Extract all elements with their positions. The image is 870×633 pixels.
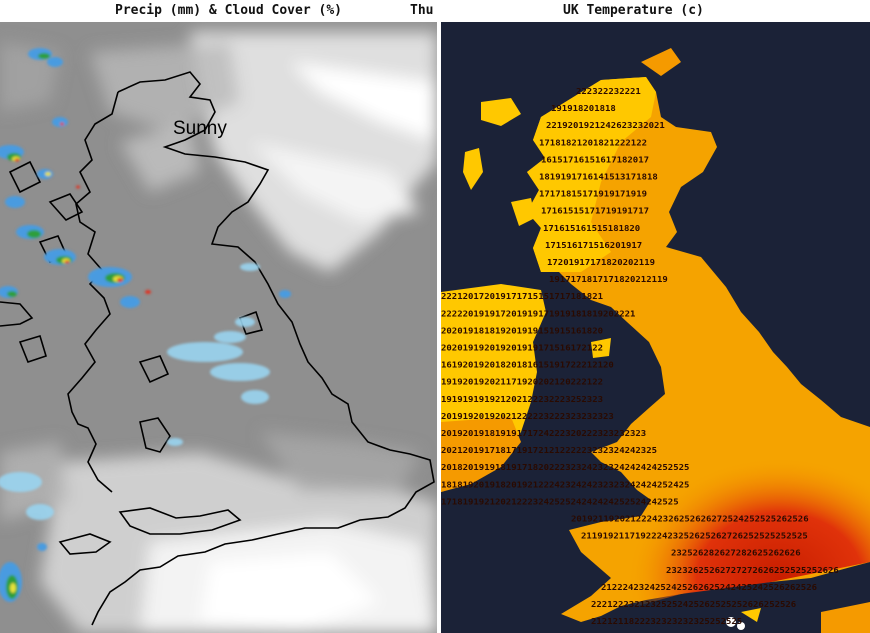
temperature-row: 171516171516201917 xyxy=(545,241,642,250)
temperature-row: 202019181819201919151915161820 xyxy=(441,326,603,335)
temperature-row: 202019192019201919171516172122 xyxy=(441,344,603,353)
precip-cloud-title: Precip (mm) & Cloud Cover (%) xyxy=(115,3,342,18)
temperature-row: 2019211920212224232625262627252425252526… xyxy=(571,515,809,524)
temperature-row: 191920192021171920202120222122 xyxy=(441,378,603,387)
coastline xyxy=(0,71,435,626)
temperature-row: 1718191921202122232425252424242425252424… xyxy=(441,497,679,506)
map-header: Precip (mm) & Cloud Cover (%) Thu UK Tem… xyxy=(0,0,870,22)
temperature-row: 232526282627282625262626 xyxy=(671,549,801,558)
temperature-row: 17181821201821222122 xyxy=(539,138,647,147)
temperature-row: 2021201917181719172121222223232324242325 xyxy=(441,446,657,455)
land-temperature xyxy=(441,48,870,633)
temperature-grid: 222322232221 191918201818 2219201921242623… xyxy=(441,87,839,626)
temperature-row: 191919191921202122232223252323 xyxy=(441,395,603,404)
temperature-row: 222220191917201919171919181819202221 xyxy=(441,309,636,318)
precip-layer xyxy=(0,48,291,602)
temperature-row: 1917171817171820212119 xyxy=(549,275,668,284)
temperature-row: 20191920192021222223222323232323 xyxy=(441,412,614,421)
temperature-row: 191918201818 xyxy=(551,104,616,113)
temperature-row: 1818192019182019212224232424232323242424… xyxy=(441,480,690,489)
temperature-row: 16192019201820181615191722212120 xyxy=(441,361,614,370)
temperature-row: 16151716151617182017 xyxy=(541,155,649,164)
precip-cloud-map: Sunny xyxy=(0,22,437,633)
temperature-title: UK Temperature (c) xyxy=(563,3,704,18)
precip-cloud-canvas xyxy=(0,22,437,633)
temperature-map: 222322232221 191918201818 2219201921242623… xyxy=(441,22,870,633)
sunny-label: Sunny xyxy=(173,118,227,139)
forecast-day: Thu xyxy=(410,3,434,18)
panel-divider xyxy=(437,22,441,633)
temperature-row: 222322232221 xyxy=(576,87,641,96)
temperature-row: 17171815171919171919 xyxy=(539,190,647,199)
temperature-row: 2121211822232323232325252525 xyxy=(591,617,742,626)
temperature-row: 20192019181919171724222320222323232323 xyxy=(441,429,646,438)
temperature-row: 17161515171719191717 xyxy=(541,207,649,216)
temperature-row: 2119192117192224232526252627262525252525… xyxy=(581,532,808,541)
temperature-row: 2018201919181917182022232324232324242424… xyxy=(441,463,690,472)
temperature-row: 2219201921242623232021 xyxy=(546,121,665,130)
temperature-row: 17201917171820202119 xyxy=(547,258,655,267)
temperature-row: 23232625262727272626252525252626 xyxy=(666,566,839,575)
temperature-row: 2122242324252425262625242425242526262526 xyxy=(601,583,817,592)
temperature-row: 171615161515181820 xyxy=(543,224,640,233)
temperature-canvas: 222322232221 191918201818 2219201921242623… xyxy=(441,22,870,633)
temperature-row: 222120172019171715151717181821 xyxy=(441,292,603,301)
temperature-row: 1819191716141513171818 xyxy=(539,173,658,182)
temperature-row: 22212223212325252425262525252626252526 xyxy=(591,600,796,609)
